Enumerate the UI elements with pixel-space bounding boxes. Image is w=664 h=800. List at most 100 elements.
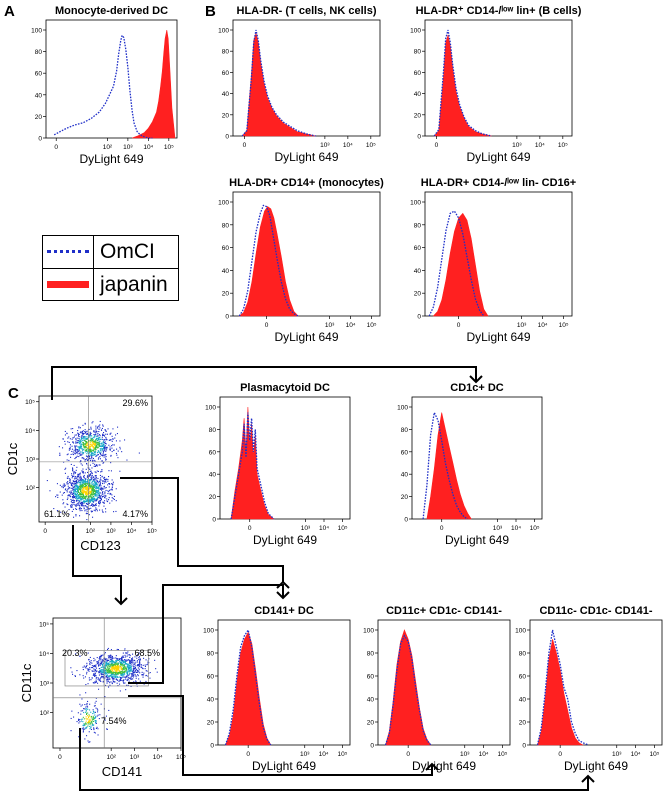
- scatter-8-xtick-label: 10⁵: [176, 754, 186, 761]
- hist-7-ytick-label: 80: [401, 427, 409, 434]
- hist-1-ytick-label: 0: [225, 134, 229, 141]
- legend-swatch-japanin: [43, 269, 94, 301]
- scatter-8-ytick-label: 10²: [40, 710, 50, 717]
- hist-11-ytick-label: 40: [519, 697, 527, 704]
- hist-2-ytick-label: 20: [414, 112, 422, 119]
- arrow-to-cd1c-dc: [51, 366, 477, 400]
- scatter-8-ytick-label: 10⁵: [39, 621, 49, 628]
- hist-1-xlabel: DyLight 649: [274, 150, 338, 164]
- scatter-8-quadrant-label: 68.5%: [134, 648, 160, 658]
- scatter-5-quadrant-label: 61.1%: [44, 509, 70, 519]
- arrow-to-cd141-dc: [128, 584, 284, 684]
- hist-9-xtick-label: 0: [246, 751, 250, 758]
- hist-9-xtick-label: 10³: [300, 751, 310, 758]
- panel-label-b: B: [205, 3, 216, 20]
- hist-2-ytick-label: 80: [414, 49, 422, 56]
- hist-3-xtick-label: 10³: [325, 322, 335, 329]
- scatter-8-xtick-label: 10⁴: [153, 754, 163, 761]
- hist-10-ytick-label: 20: [367, 720, 375, 727]
- hist-1-ytick-label: 100: [218, 28, 229, 35]
- hist-9-ytick-label: 20: [207, 720, 215, 727]
- hist-0-xtick-label: 10²: [103, 144, 113, 151]
- hist-3-ytick-label: 100: [218, 200, 229, 207]
- hist-9-ytick-label: 100: [203, 628, 214, 635]
- hist-6-ytick-label: 100: [205, 405, 216, 412]
- hist-9-xtick-label: 10⁵: [337, 751, 347, 758]
- hist-7-ytick-label: 40: [401, 472, 409, 479]
- scatter-5-population: [58, 420, 140, 472]
- hist-2-ytick-label: 40: [414, 91, 422, 98]
- hist-6-xtick-label: 10⁵: [338, 525, 348, 532]
- hist-7-title: CD1c+ DC: [450, 382, 504, 394]
- scatter-8-gate-box: [103, 650, 149, 687]
- hist-2-xtick-label: 10⁵: [558, 142, 568, 149]
- hist-1-xtick-label: 10⁴: [343, 142, 353, 149]
- hist-9-xtick-label: 10⁴: [319, 751, 329, 758]
- hist-1-title: HLA-DR- (T cells, NK cells): [237, 5, 377, 17]
- hist-1-ytick-label: 40: [222, 91, 230, 98]
- hist-11-xtick-label: 0: [558, 751, 562, 758]
- hist-4-ytick-label: 100: [410, 200, 421, 207]
- legend-label-omcl: OmCI: [100, 240, 155, 263]
- hist-10-xtick-label: 10⁵: [497, 751, 507, 758]
- scatter-5-xtick-label: 10⁴: [126, 528, 136, 535]
- scatter-8-population: [70, 692, 110, 743]
- arrow-head: [425, 762, 439, 771]
- arrow-to-cd11c-pos: [128, 695, 433, 776]
- hist-10-xtick-label: 10⁴: [479, 751, 489, 758]
- panel-label-c: C: [8, 385, 19, 402]
- hist-0-title: Monocyte-derived DC: [55, 5, 168, 17]
- hist-4-series-japanin: [432, 212, 489, 317]
- hist-6-xtick-label: 10³: [301, 525, 311, 532]
- hist-7-xtick-label: 10⁵: [530, 525, 540, 532]
- hist-1-series-omcl: [241, 29, 316, 137]
- hist-0-ytick-label: 40: [35, 92, 43, 99]
- hist-7-xtick-label: 0: [440, 525, 444, 532]
- hist-0-ytick-label: 100: [31, 28, 42, 35]
- hist-3-xtick-label: 0: [265, 322, 269, 329]
- scatter-8-ytick-label: 10³: [40, 681, 50, 688]
- hist-10-ytick-label: 60: [367, 674, 375, 681]
- hist-6-ytick-label: 80: [209, 427, 217, 434]
- arrow-to-pdc: [120, 477, 284, 582]
- hist-4-title: HLA-DR+ CD14-/ˡᵒʷ lin- CD16+: [421, 177, 576, 189]
- hist-7-series-japanin: [426, 412, 472, 520]
- hist-7-ytick-label: 100: [397, 405, 408, 412]
- hist-1-xtick-label: 10⁵: [366, 142, 376, 149]
- legend-row-japanin: japanin: [43, 268, 178, 301]
- hist-1-xtick-label: 0: [243, 142, 247, 149]
- hist-7-xtick-label: 10³: [493, 525, 503, 532]
- hist-3-ytick-label: 80: [222, 222, 230, 229]
- arrow-to-cd11c-cd141: [72, 525, 122, 604]
- hist-3-ytick-label: 0: [225, 314, 229, 321]
- hist-3-xtick-label: 10⁵: [367, 322, 377, 329]
- hist-2-xtick-label: 0: [435, 142, 439, 149]
- legend-swatch-omcl: [43, 236, 94, 268]
- hist-0-ytick-label: 80: [35, 49, 43, 56]
- hist-7-ytick-label: 0: [404, 517, 408, 524]
- hist-3-ytick-label: 20: [222, 291, 230, 298]
- hist-7-series-omcl: [422, 410, 469, 520]
- hist-10-ytick-label: 80: [367, 651, 375, 658]
- hist-4-xtick-label: 10⁴: [538, 322, 548, 329]
- hist-1-ytick-label: 80: [222, 49, 230, 56]
- arrow-head: [276, 591, 290, 600]
- scatter-5-frame: [38, 395, 153, 523]
- hist-11-series-omcl: [536, 629, 589, 746]
- hist-4-ytick-label: 20: [414, 291, 422, 298]
- hist-10-title: CD11c+ CD1c- CD141-: [386, 605, 502, 617]
- legend-label-japanin: japanin: [100, 273, 168, 296]
- hist-11-title: CD11c- CD1c- CD141-: [539, 605, 652, 617]
- hist-11-xtick-label: 10⁵: [649, 751, 659, 758]
- hist-6-ytick-label: 60: [209, 449, 217, 456]
- hist-11-ytick-label: 0: [522, 743, 526, 750]
- hist-2-series-japanin: [433, 34, 492, 137]
- scatter-8-xtick-label: 0: [58, 754, 62, 761]
- hist-4-ytick-label: 40: [414, 268, 422, 275]
- hist-11-ytick-label: 100: [515, 628, 526, 635]
- hist-11-ytick-label: 60: [519, 674, 527, 681]
- hist-6-xtick-label: 0: [248, 525, 252, 532]
- scatter-5-ylabel: CD1c: [5, 442, 20, 475]
- hist-6-series-japanin: [230, 406, 275, 520]
